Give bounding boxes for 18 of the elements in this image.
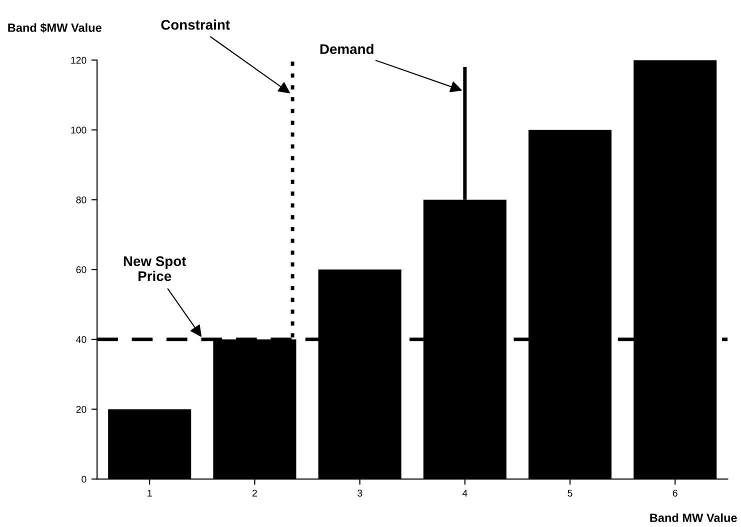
- x-tick-label: 1: [148, 490, 152, 497]
- x-tick-label: 6: [672, 490, 678, 497]
- x-tick-label: 4: [462, 490, 468, 497]
- x-tick-label: 2: [252, 490, 257, 497]
- y-tick-label: 100: [71, 126, 86, 134]
- annotation: Constraint: [161, 20, 230, 30]
- y-tick-label: 40: [76, 336, 86, 344]
- annotation: Demand: [320, 44, 374, 54]
- y-tick-label: 60: [76, 266, 86, 274]
- y-tick-label: 0: [82, 476, 86, 483]
- y-tick-label: 120: [71, 56, 86, 64]
- x-axis-title: Band MW Value: [650, 513, 737, 522]
- x-tick-label: 5: [568, 490, 572, 497]
- annotation: New Spot Price: [124, 256, 186, 282]
- y-tick-label: 20: [76, 406, 86, 413]
- y-tick-label: 80: [76, 196, 86, 204]
- y-axis-title: Band $MW Value: [8, 23, 102, 33]
- x-tick-label: 3: [357, 490, 362, 497]
